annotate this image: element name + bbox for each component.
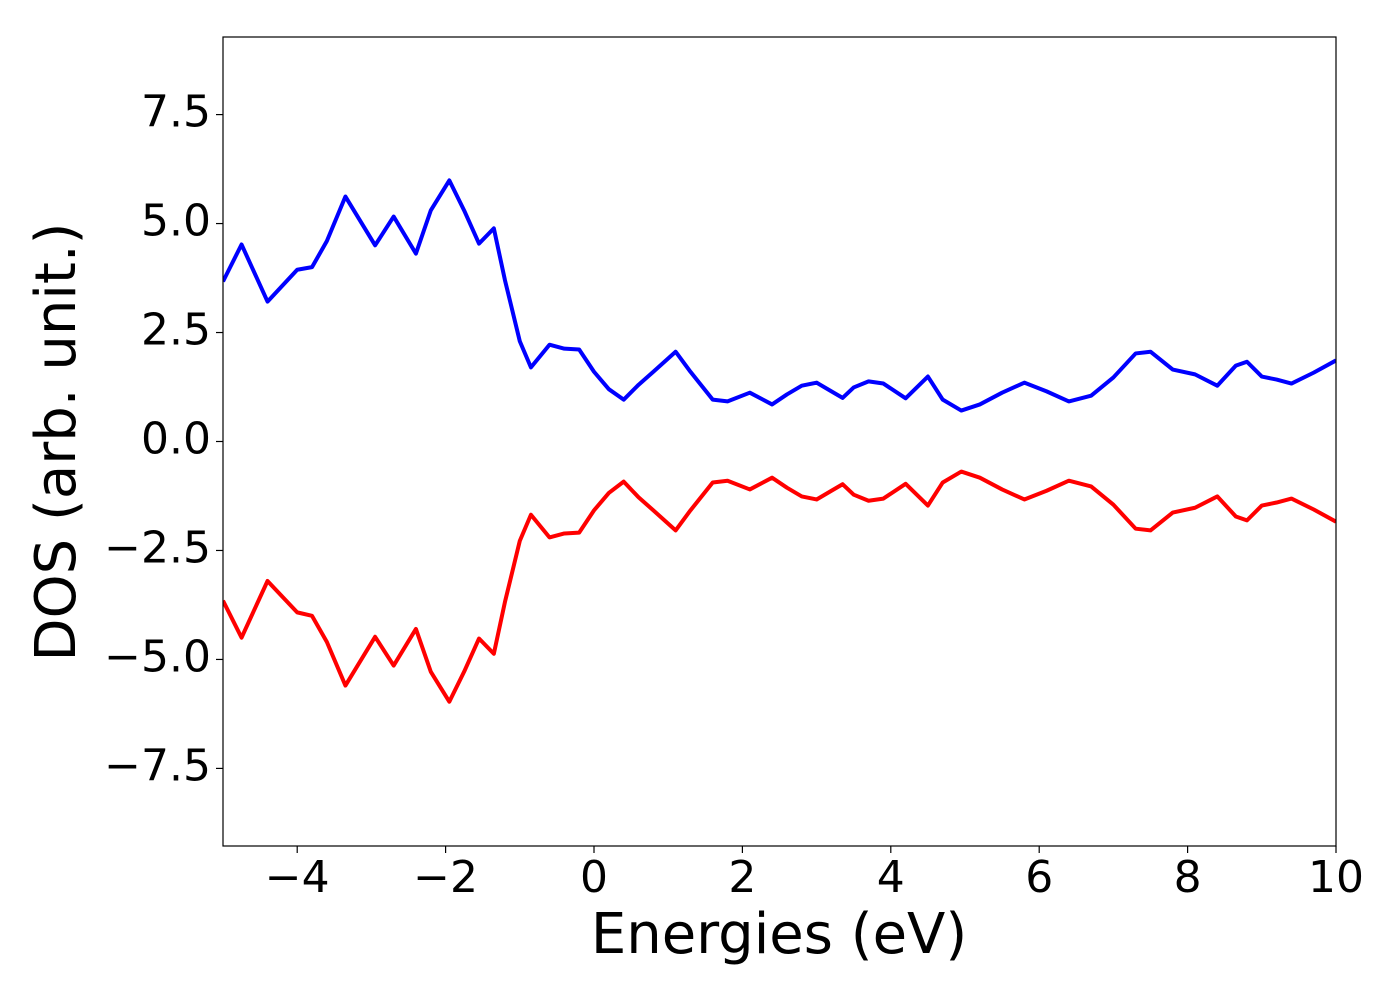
y-axis-label: DOS (arb. unit.)	[24, 222, 89, 661]
y-tick-label: −7.5	[104, 740, 211, 791]
y-tick-label: 7.5	[141, 87, 211, 138]
x-tick-label: 10	[1308, 852, 1364, 903]
x-tick-label: 6	[1025, 852, 1053, 903]
x-tick-label: 8	[1174, 852, 1202, 903]
y-tick-label: −2.5	[104, 522, 211, 573]
y-tick-label: 2.5	[141, 305, 211, 356]
y-tick-label: 5.0	[141, 196, 211, 247]
x-tick-label: 4	[877, 852, 905, 903]
x-axis-label: Energies (eV)	[591, 902, 967, 967]
y-tick-label: −5.0	[104, 631, 211, 682]
series-line	[223, 178, 1336, 413]
x-tick-label: 2	[728, 852, 756, 903]
x-tick-label: 0	[580, 852, 608, 903]
series-line	[223, 469, 1336, 704]
x-tick-label: −2	[413, 852, 478, 903]
x-tick-label: −4	[265, 852, 330, 903]
y-tick-label: 0.0	[141, 414, 211, 465]
plot-frame	[222, 36, 1337, 847]
